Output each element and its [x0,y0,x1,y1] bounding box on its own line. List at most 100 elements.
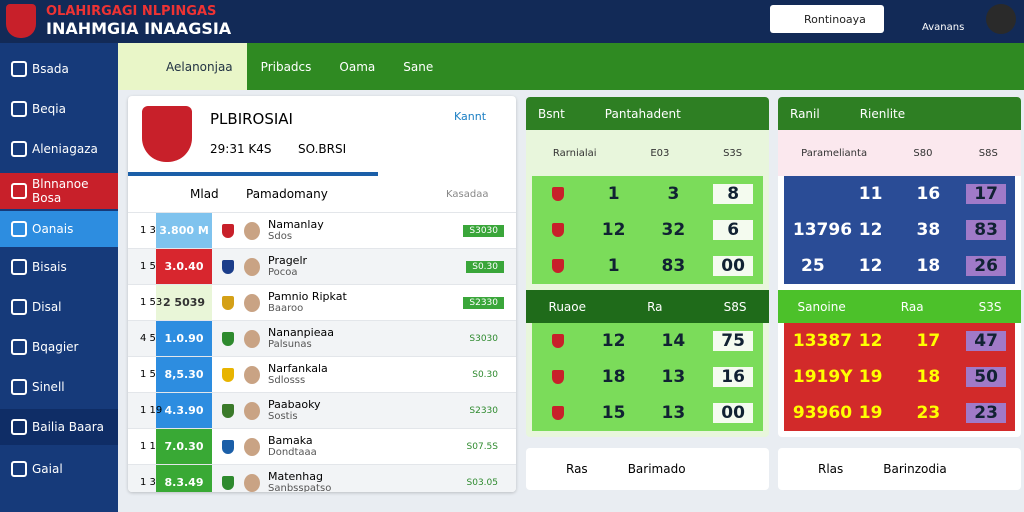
sidebar: Bsada Beqia Aleniagaza Blnnanoe Bosa Oanais B… [0,43,118,512]
player-name: Pragelr [268,253,308,267]
row-number: 1 1 [140,441,156,452]
section-label: Ra [647,299,663,314]
crest-icon [222,475,234,490]
tab[interactable]: Sane [403,59,434,74]
nav-item[interactable]: Bqagier [0,329,118,365]
nav-item[interactable]: Aleniagaza [0,131,118,167]
crest [142,106,192,162]
column-header: Mlad [190,187,219,201]
nav-item[interactable]: Bisais [0,249,118,285]
nav-item[interactable]: Gaial [0,451,118,487]
stat-value: 16 [713,367,754,387]
player-name: Pamnio Ripkat [268,289,347,303]
row-number: 4 5 [140,333,156,344]
cards: Bsnt Pantahadent Rarnialai E03 S3S 1 3 8 12 32 6 1 8… [526,97,1021,437]
row-number: 1 3 [140,477,156,488]
row-number: 1 5 [140,261,156,272]
stat-value: 13796 [792,220,853,240]
row-number: 1 3 [140,225,156,236]
nav-item[interactable]: Disal [0,289,118,325]
panel-time: 29:31 K4S [210,142,272,156]
stat-value: 12 [601,220,626,240]
player-info: Bamaka Dondtaaa [268,434,418,459]
nav-item[interactable]: Oanais [0,211,118,247]
tab[interactable]: Oama [339,59,376,74]
stat-value: 1 [607,184,620,204]
row-number: 1 19 [140,405,163,416]
nav-item[interactable]: Sinell [0,369,118,405]
player-name: Namanlay [268,217,324,231]
crest-icon [222,403,234,418]
crest-icon [551,406,564,420]
bottom-cards: Ras Barimado Rlas Barinzodia [526,448,1021,490]
score-box: 4.3.90 [156,393,212,428]
stat-value: 12 [601,331,626,351]
player-name: Narfankala [268,361,328,375]
user-search[interactable]: Rontinoaya [770,5,884,33]
stat-value: 32 [661,220,686,240]
user-label: Avanans [922,22,965,33]
stat-row: 12 14 75 [532,323,763,359]
avatar [244,473,260,492]
bottom-label: Barimado [627,462,686,476]
stat-row: 25 12 18 26 [784,248,1015,284]
sub-label: S3S [723,147,743,159]
card-title2: Rienlite [859,106,906,121]
bottom-card[interactable]: Rlas Barinzodia [778,448,1021,490]
badge: S3030 [463,224,504,237]
match-panel: PLBIROSIAI 29:31 K4S SO.BRSI Kannt Mlad P… [128,96,516,492]
bottom-card[interactable]: Ras Barimado [526,448,769,490]
stat-row: 1919Y 19 18 50 [784,359,1015,395]
stat-value: 13387 [792,331,853,351]
tab[interactable]: Aelanonjaa [118,43,247,90]
player-info: Paabaoky Sostis [268,398,418,423]
badge: S2330 [469,405,498,416]
panel-link[interactable]: Kannt [454,110,487,123]
stat-value: 16 [916,184,941,204]
stat-row: 15 13 00 [532,395,763,431]
player-sub: Baaroo [268,302,304,314]
player-row: 4 5 1.0.90 Nananpieaa Palsunas S3030 [128,320,516,356]
stat-value: 17 [966,184,1007,204]
score-box: 2 5039 [156,285,212,320]
stat-value: 25 [801,256,825,276]
player-row: 1 1 7.0.30 Bamaka Dondtaaa S07.5S [128,428,516,464]
player-row: 1 53 2 5039 Pamnio Ripkat Baaroo S2330 [128,284,516,320]
stat-value: 12 [858,331,883,351]
player-sub: Sostis [268,410,298,422]
avatar [244,401,260,420]
section-label: Ruaoe [548,299,587,314]
player-info: Matenhag Sanbsspatso [268,470,418,493]
stat-value: 18 [601,367,626,387]
avatar [244,257,260,276]
tab[interactable]: Pribadcs [260,59,312,74]
player-row: 1 5 8,5.30 Narfankala Sdlosss S0.30 [128,356,516,392]
player-sub: Pocoa [268,266,298,278]
card-title2: Pantahadent [604,106,681,121]
brand-line2: INAHMGIA INAAGSIA [46,19,232,38]
progress [128,172,378,176]
stat-value: 12 [858,220,883,240]
player-sub: Dondtaaa [268,446,317,458]
stat-value: 93960 [792,403,853,423]
stat-row: 1 3 8 [532,176,763,212]
crest-icon [222,259,234,274]
nav-item[interactable]: Blnnanoe Bosa [0,173,118,209]
badge: S0.30 [466,260,504,273]
top-bar: OLAHIRGAGI NLPINGAS INAHMGIA INAAGSIA Ro… [0,0,1024,43]
stat-row: 11 16 17 [784,176,1015,212]
badge: S2330 [463,296,504,309]
tab-bar: Aelanonjaa Pribadcs Oama Sane [118,43,1024,90]
nav-item[interactable]: Bailia Baara [0,409,118,445]
stat-card: Bsnt Pantahadent Rarnialai E03 S3S 1 3 8 12 32 6 1 8… [526,97,769,437]
section-label: Raa [900,299,924,314]
nav-item[interactable]: Bsada [0,51,118,87]
section-label: Sanoine [797,299,846,314]
player-info: Pamnio Ripkat Baaroo [268,289,418,315]
bottom-label: Barinzodia [883,462,947,476]
player-sub: Sanbsspatso [268,482,332,493]
avatar[interactable] [986,4,1016,34]
stat-row: 93960 19 23 23 [784,395,1015,431]
nav-item[interactable]: Beqia [0,91,118,127]
